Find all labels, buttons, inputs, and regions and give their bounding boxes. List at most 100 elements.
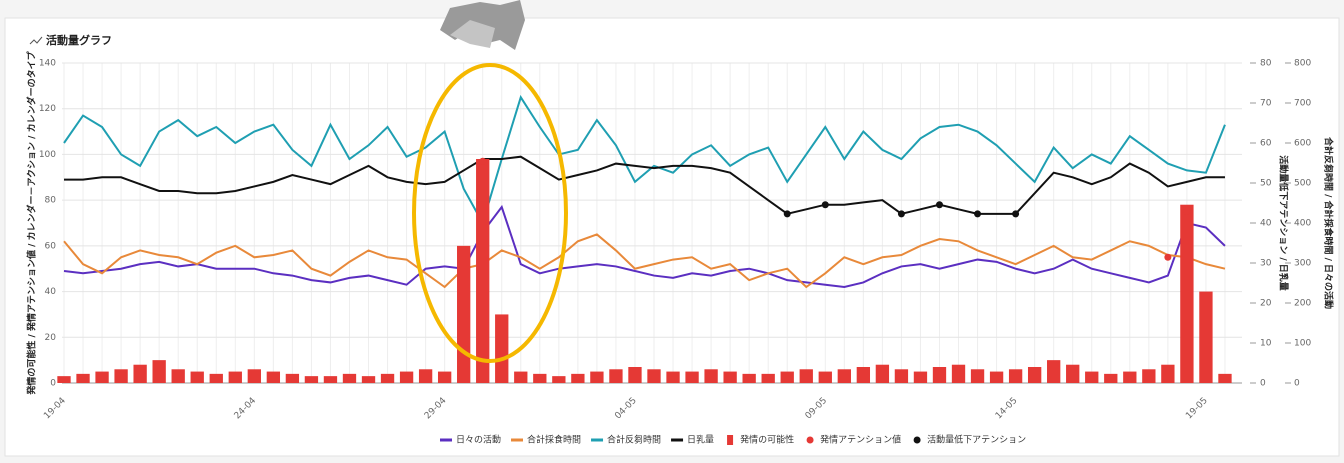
bar bbox=[533, 374, 546, 383]
bar bbox=[1047, 360, 1060, 383]
y3-tick-label: 500 bbox=[1294, 179, 1311, 189]
bar bbox=[971, 369, 984, 383]
bar bbox=[933, 367, 946, 383]
bar bbox=[114, 369, 127, 383]
y-tick-label: 0 bbox=[50, 379, 56, 389]
y-tick-label: 120 bbox=[39, 104, 56, 114]
bar bbox=[1028, 367, 1041, 383]
bar bbox=[172, 369, 185, 383]
bar bbox=[324, 376, 337, 383]
bar bbox=[628, 367, 641, 383]
bar bbox=[57, 376, 70, 383]
bar bbox=[857, 367, 870, 383]
bar bbox=[819, 372, 832, 383]
bar bbox=[514, 372, 527, 383]
bar bbox=[343, 374, 356, 383]
legend-swatch bbox=[914, 437, 921, 444]
bar bbox=[1085, 372, 1098, 383]
dot bbox=[1012, 210, 1019, 217]
bar bbox=[381, 374, 394, 383]
y2-tick-label: 70 bbox=[1260, 99, 1272, 109]
y-tick-label: 60 bbox=[45, 241, 57, 251]
bar bbox=[762, 374, 775, 383]
y3-tick-label: 700 bbox=[1294, 99, 1311, 109]
y-tick-label: 140 bbox=[39, 59, 56, 69]
bar bbox=[362, 376, 375, 383]
bar bbox=[495, 314, 508, 383]
y3-tick-label: 300 bbox=[1294, 259, 1311, 269]
y3-tick-label: 0 bbox=[1294, 379, 1300, 389]
y2-tick-label: 10 bbox=[1260, 339, 1272, 349]
bar bbox=[229, 372, 242, 383]
dot bbox=[1183, 208, 1190, 215]
bar bbox=[1142, 369, 1155, 383]
bar bbox=[685, 372, 698, 383]
bar bbox=[666, 372, 679, 383]
bar bbox=[895, 369, 908, 383]
y2-tick-label: 60 bbox=[1260, 139, 1272, 149]
bar bbox=[1066, 365, 1079, 383]
dot bbox=[479, 158, 486, 165]
bar bbox=[133, 365, 146, 383]
legend-label: 日乳量 bbox=[687, 434, 714, 446]
bar bbox=[76, 374, 89, 383]
dot bbox=[1164, 254, 1171, 261]
bar bbox=[571, 374, 584, 383]
bar bbox=[723, 372, 736, 383]
bar bbox=[95, 372, 108, 383]
dot bbox=[822, 201, 829, 208]
y2-tick-label: 80 bbox=[1260, 59, 1272, 69]
y3-tick-label: 400 bbox=[1294, 219, 1311, 229]
bar bbox=[153, 360, 166, 383]
legend-swatch bbox=[807, 437, 814, 444]
bar bbox=[914, 372, 927, 383]
dot bbox=[784, 210, 791, 217]
y2-tick-label: 0 bbox=[1260, 379, 1266, 389]
y-tick-label: 100 bbox=[39, 150, 56, 160]
legend-swatch bbox=[727, 435, 733, 445]
dot bbox=[974, 210, 981, 217]
legend-label: 合計反芻時間 bbox=[607, 434, 661, 446]
bar bbox=[1199, 292, 1212, 383]
y3-tick-label: 100 bbox=[1294, 339, 1311, 349]
legend-label: 活動量低下アテンション bbox=[927, 434, 1026, 446]
bar bbox=[305, 376, 318, 383]
bar bbox=[781, 372, 794, 383]
legend-label: 発情の可能性 bbox=[740, 434, 794, 446]
bar bbox=[952, 365, 965, 383]
card bbox=[5, 18, 1339, 456]
bar bbox=[210, 374, 223, 383]
y-tick-label: 80 bbox=[45, 196, 57, 206]
bar bbox=[476, 159, 489, 383]
dot bbox=[898, 210, 905, 217]
bar bbox=[800, 369, 813, 383]
y2-tick-label: 50 bbox=[1260, 179, 1272, 189]
y2-tick-label: 30 bbox=[1260, 259, 1272, 269]
y3-tick-label: 600 bbox=[1294, 139, 1311, 149]
bar bbox=[457, 246, 470, 383]
bar bbox=[248, 369, 261, 383]
bar bbox=[267, 372, 280, 383]
bar bbox=[990, 372, 1003, 383]
y3-axis-label: 合計反芻時間 / 合計採食時間 / 日々の活動 bbox=[1323, 137, 1335, 309]
dot bbox=[936, 201, 943, 208]
bar bbox=[704, 369, 717, 383]
bar bbox=[1123, 372, 1136, 383]
bar bbox=[419, 369, 432, 383]
bar bbox=[286, 374, 299, 383]
bar bbox=[1104, 374, 1117, 383]
bar bbox=[876, 365, 889, 383]
bar bbox=[1180, 205, 1193, 383]
bar bbox=[438, 372, 451, 383]
y3-tick-label: 800 bbox=[1294, 59, 1311, 69]
bar bbox=[552, 376, 565, 383]
chart: 活動量グラフ 発情の可能性 / 発情アテンション値 / カレンダー－アクション … bbox=[0, 0, 1344, 459]
y-tick-label: 40 bbox=[45, 287, 57, 297]
y-tick-label: 20 bbox=[45, 333, 57, 343]
bar bbox=[191, 372, 204, 383]
legend-label: 日々の活動 bbox=[456, 434, 501, 446]
bar bbox=[1161, 365, 1174, 383]
legend-label: 発情アテンション値 bbox=[820, 434, 901, 446]
bar bbox=[1218, 374, 1231, 383]
legend-label: 合計採食時間 bbox=[527, 434, 581, 446]
